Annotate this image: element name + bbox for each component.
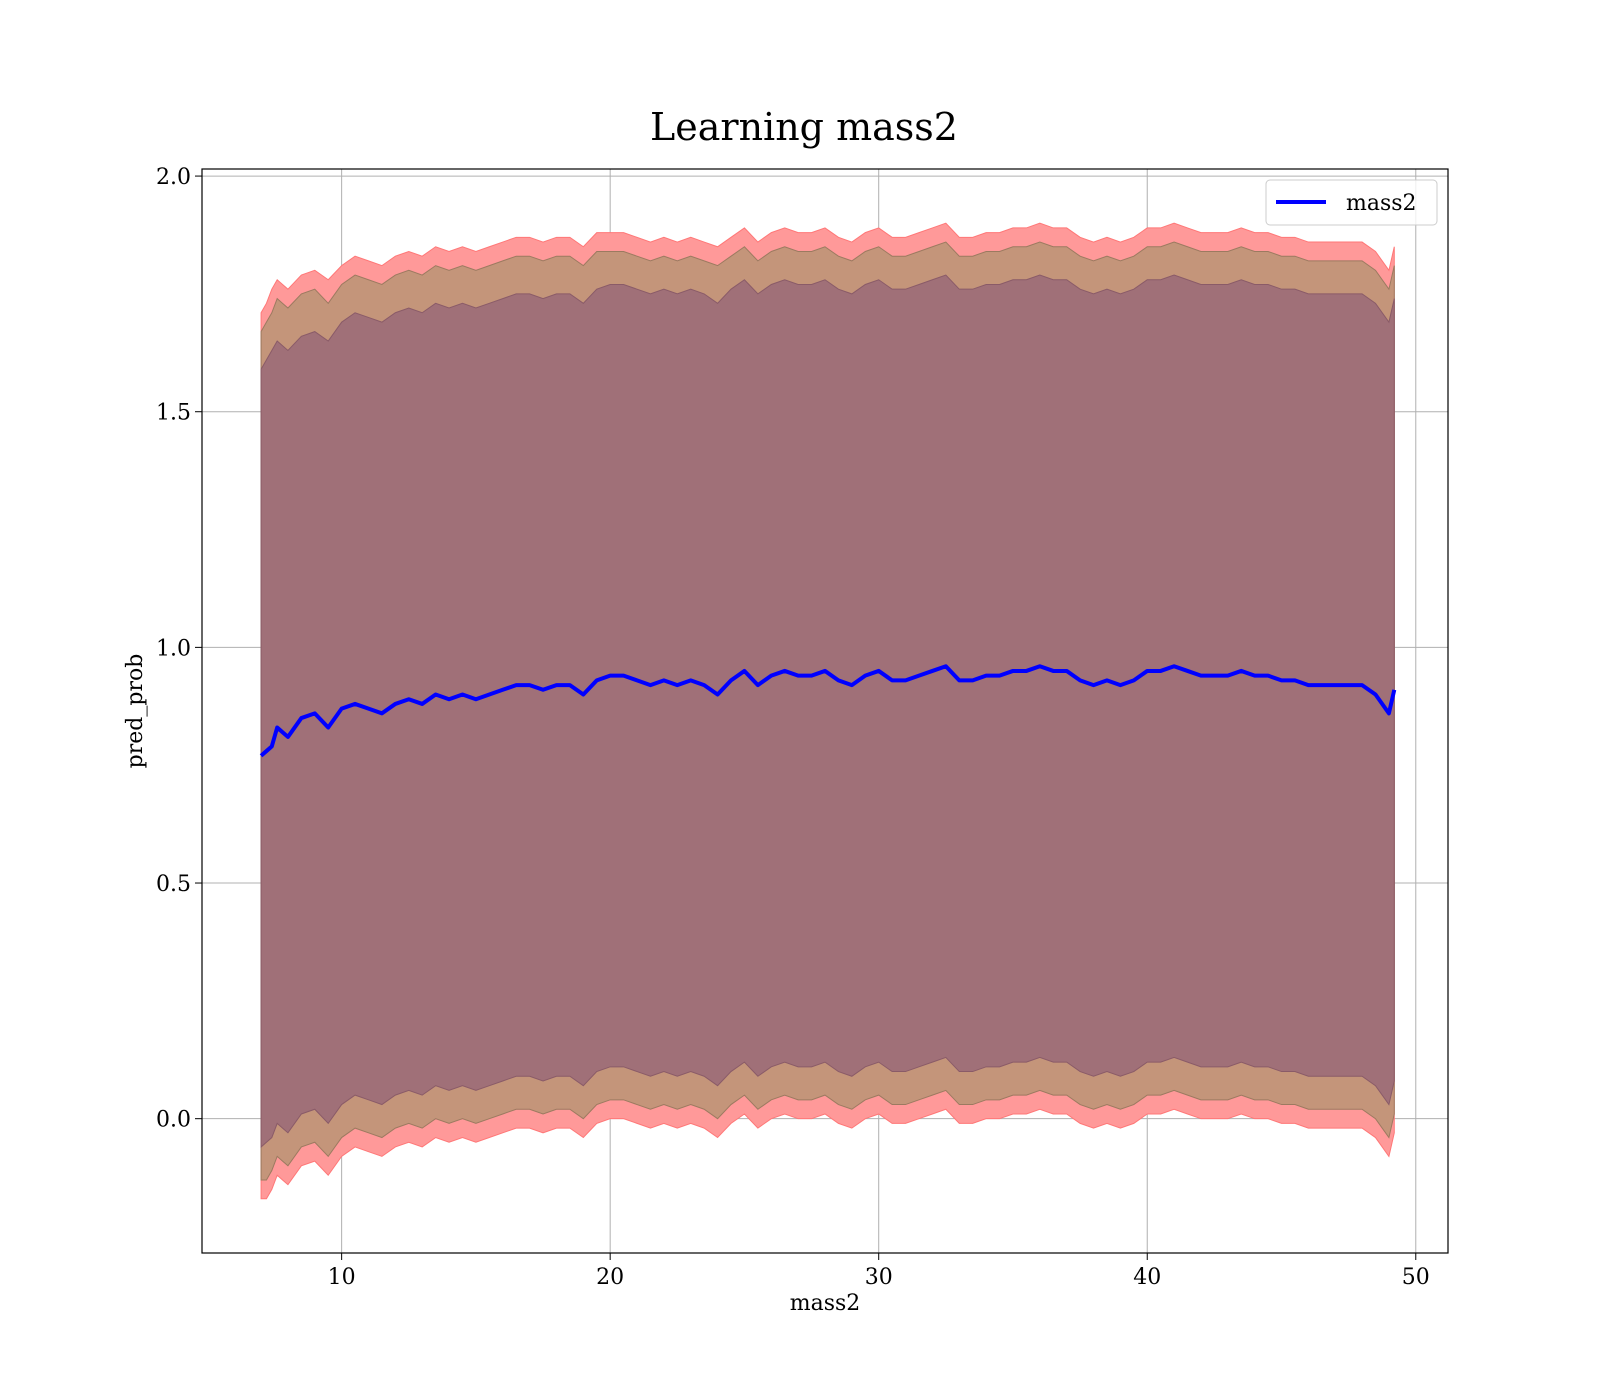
x-tick-label: 50 [1402, 1265, 1430, 1290]
y-axis-ticks: 0.0 0.5 1.0 1.5 2.0 [156, 165, 202, 1133]
y-tick-label: 1.5 [156, 401, 191, 426]
chart-title: Learning mass2 [650, 105, 958, 149]
y-tick-label: 0.5 [156, 872, 191, 897]
x-axis-ticks: 10 20 30 40 50 [328, 1253, 1430, 1290]
x-tick-label: 30 [865, 1265, 893, 1290]
y-tick-label: 0.0 [156, 1108, 191, 1133]
series-lines [259, 664, 1397, 758]
band-inner [260, 274, 1395, 1149]
x-tick-label: 20 [596, 1265, 624, 1290]
y-tick-label: 2.0 [156, 165, 191, 190]
legend: mass2 [1265, 179, 1438, 226]
x-tick-label: 40 [1133, 1265, 1161, 1290]
series-line-mass2 [259, 664, 1397, 758]
legend-label: mass2 [1346, 191, 1417, 216]
x-axis-label: mass2 [790, 1291, 861, 1316]
y-axis-label: pred_prob [123, 654, 148, 769]
x-tick-label: 10 [328, 1265, 356, 1290]
plot-frame [201, 168, 1449, 1254]
legend-box [1265, 179, 1438, 226]
confidence-bands [260, 222, 1395, 1200]
y-tick-label: 1.0 [156, 636, 191, 661]
